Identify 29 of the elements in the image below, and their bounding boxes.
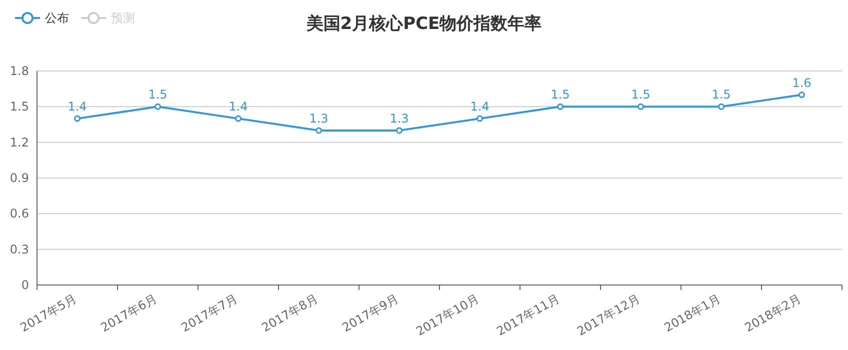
y-tick-label: 1.5 xyxy=(10,100,29,114)
point xyxy=(798,92,805,98)
y-tick-label: 0 xyxy=(21,278,29,292)
point xyxy=(476,115,483,122)
y-tick-label: 1.8 xyxy=(10,64,29,78)
data-label: 1.5 xyxy=(631,88,650,102)
y-tick-label: 0.6 xyxy=(10,206,29,221)
data-label: 1.4 xyxy=(470,100,490,114)
point xyxy=(316,127,322,134)
y-tick-label: 1.2 xyxy=(10,135,29,150)
data-label: 1.4 xyxy=(228,100,248,114)
data-label: 1.5 xyxy=(550,88,570,102)
data-label: 1.3 xyxy=(309,111,328,126)
point xyxy=(718,103,724,110)
data-label: 1.3 xyxy=(390,111,409,126)
point xyxy=(396,127,402,134)
legend-label: 公布 xyxy=(45,11,69,25)
point xyxy=(557,103,564,110)
data-label: 1.6 xyxy=(792,76,812,90)
point xyxy=(154,103,161,110)
y-tick-label: 0.9 xyxy=(10,171,29,185)
data-label: 1.5 xyxy=(712,88,731,102)
data-label: 1.5 xyxy=(148,88,168,102)
data-label: 1.4 xyxy=(68,100,87,114)
chart-title: 美国2月核心PCE物价指数年率 xyxy=(305,14,542,34)
point xyxy=(638,103,644,110)
point xyxy=(235,115,242,122)
point xyxy=(74,115,80,122)
y-tick-label: 0.3 xyxy=(10,242,29,256)
